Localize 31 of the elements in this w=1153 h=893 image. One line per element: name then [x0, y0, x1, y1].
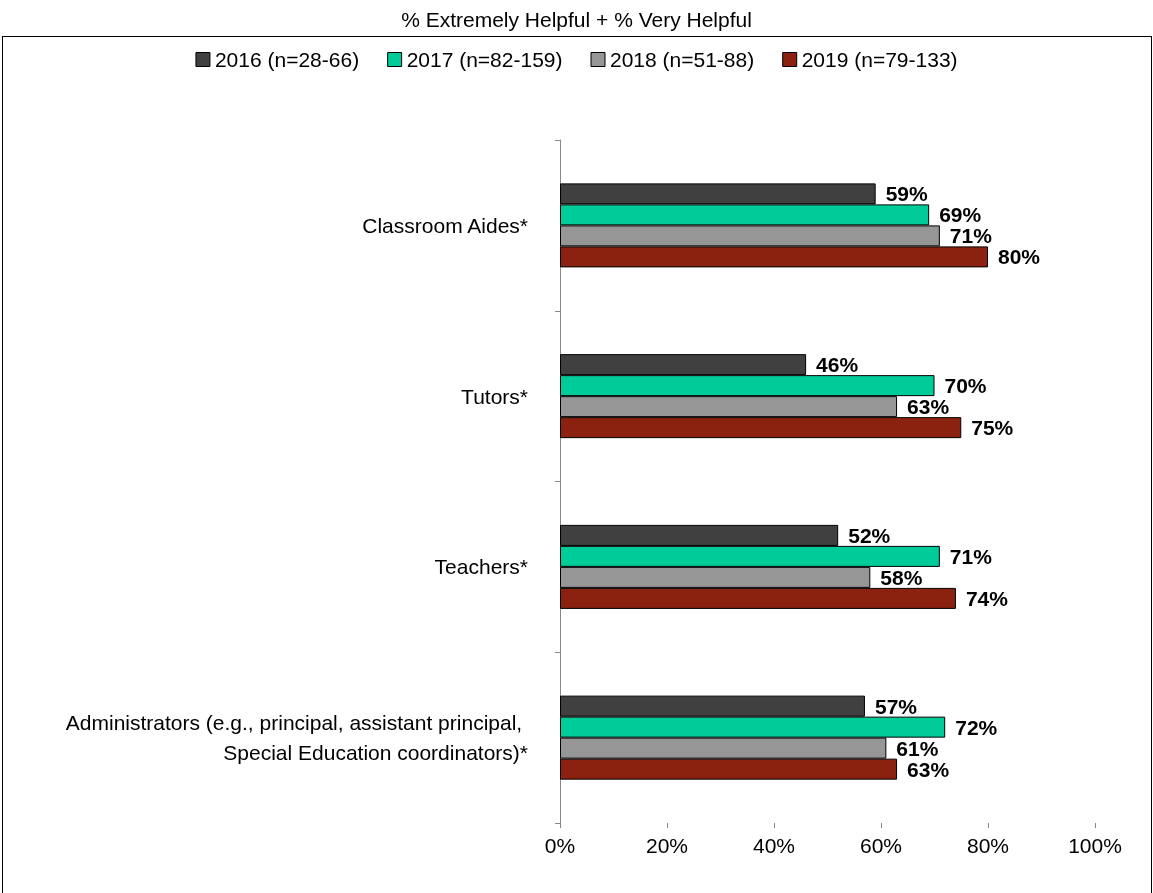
data-label: 72% — [955, 715, 998, 739]
x-tick-label: 0% — [544, 834, 576, 857]
data-label: 69% — [939, 203, 982, 227]
data-label: 58% — [880, 565, 923, 589]
data-label: 61% — [896, 736, 939, 760]
data-label: 70% — [944, 374, 987, 398]
x-tick-label: 40% — [752, 834, 796, 857]
y-tick-label: Tutors* — [461, 384, 528, 408]
chart-title: % Extremely Helpful + % Very Helpful — [401, 8, 752, 31]
legend-label: 2019 (n=79-133) — [801, 48, 958, 71]
y-tick-label: Teachers* — [434, 555, 528, 579]
data-label: 63% — [907, 395, 950, 419]
data-label: 63% — [907, 757, 950, 781]
data-label: 52% — [848, 523, 891, 547]
data-label: 71% — [949, 544, 993, 568]
data-label: 46% — [816, 353, 859, 377]
data-label: 75% — [971, 416, 1014, 440]
data-label: 59% — [885, 182, 929, 206]
x-tick-label: 20% — [645, 834, 689, 857]
legend-label: 2017 (n=82-159) — [406, 48, 563, 71]
x-tick-label: 60% — [859, 834, 903, 857]
data-label: 71% — [949, 224, 993, 248]
x-tick-label: 80% — [966, 834, 1010, 857]
data-label: 57% — [874, 694, 918, 718]
data-label: 80% — [998, 245, 1041, 269]
y-tick-label: Administrators (e.g., principal, assistant principal, Special Education coordinators)* — [65, 711, 528, 765]
legend-label: 2018 (n=51-88) — [610, 48, 755, 71]
x-tick-label: 100% — [1068, 834, 1122, 857]
data-label: 74% — [965, 586, 1009, 610]
y-tick-label: Classroom Aides* — [362, 213, 528, 237]
legend-label: 2016 (n=28-66) — [214, 48, 360, 71]
